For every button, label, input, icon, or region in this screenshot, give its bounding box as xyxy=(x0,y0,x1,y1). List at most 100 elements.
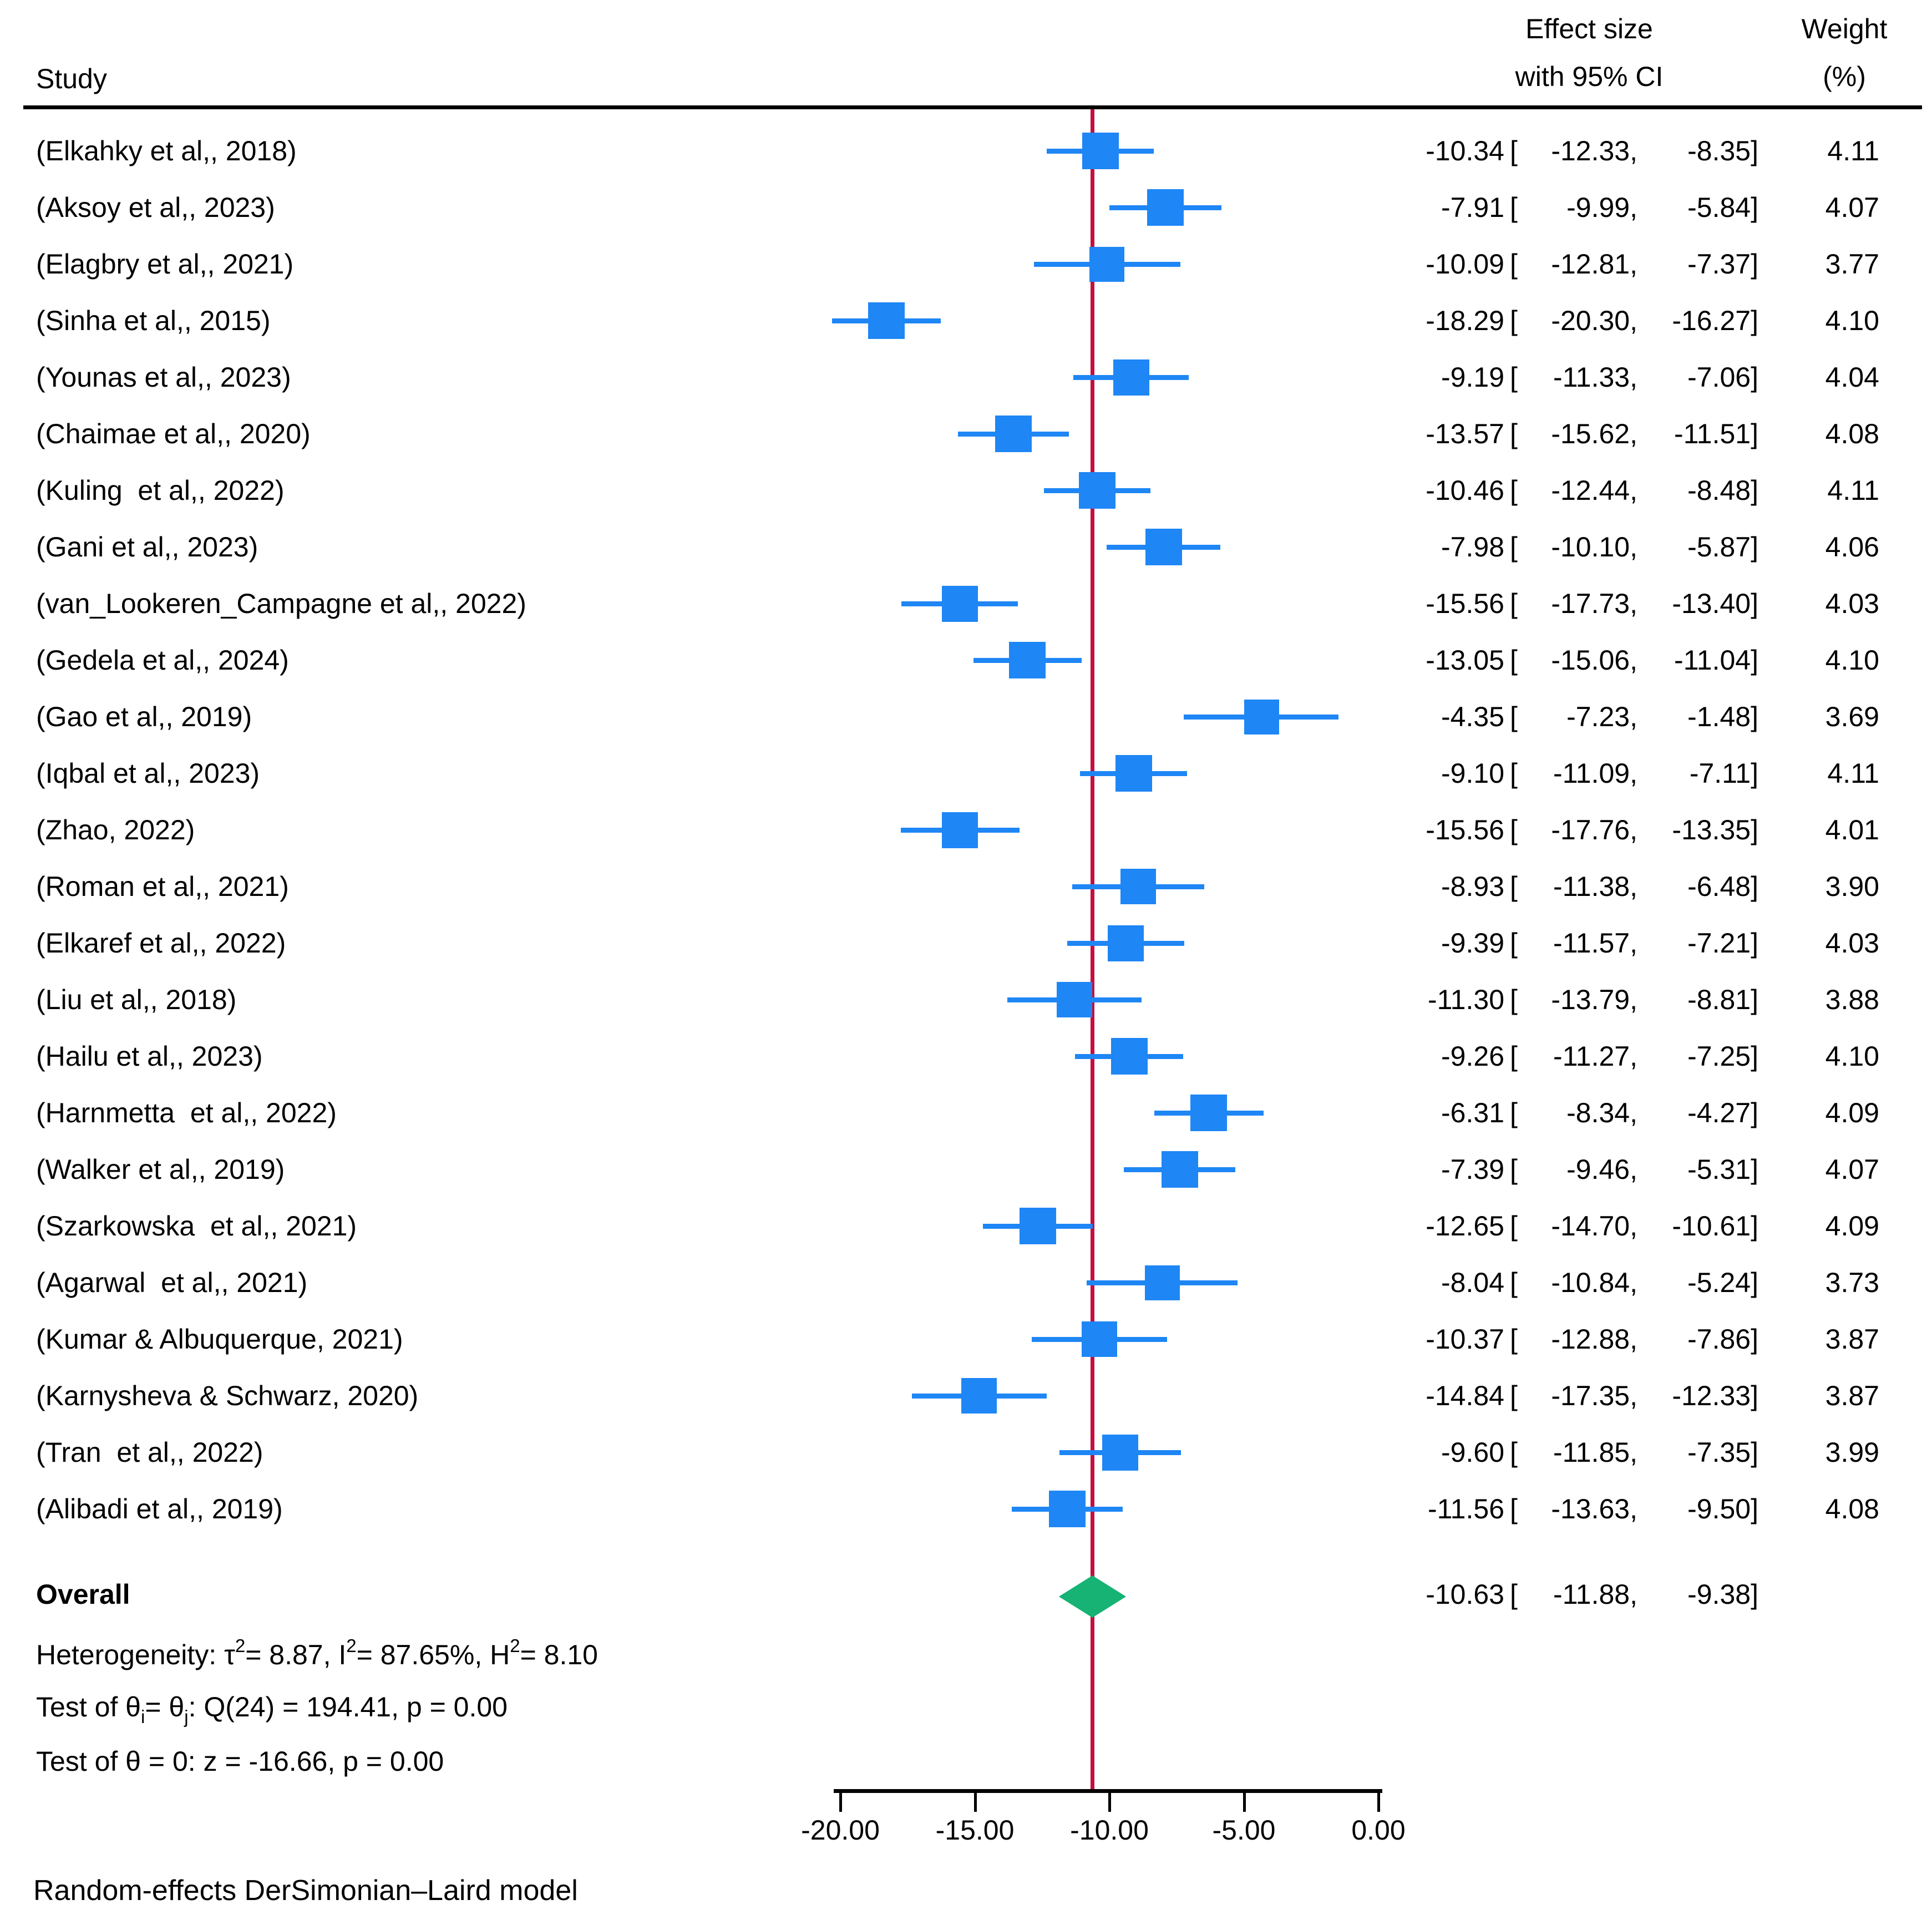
ci-lower: -12.81, xyxy=(1551,249,1637,280)
study-label: (Alibadi et al,, 2019) xyxy=(36,1493,283,1524)
heterogeneity-text: Heterogeneity: τ xyxy=(36,1639,235,1670)
x-tick xyxy=(1108,1793,1111,1812)
q-test-text: = θ xyxy=(145,1691,185,1723)
effect-square xyxy=(941,585,978,622)
effect-estimate: -10.37 xyxy=(1426,1324,1504,1355)
effect-square xyxy=(1144,1265,1180,1300)
effect-square xyxy=(1020,1208,1057,1244)
effect-estimate: -10.34 xyxy=(1426,135,1504,166)
ci-open-bracket: [ xyxy=(1510,418,1518,449)
ci-upper: -16.27] xyxy=(1672,305,1758,336)
effect-estimate: -10.46 xyxy=(1426,475,1504,506)
study-label: (Kuling et al,, 2022) xyxy=(36,475,285,506)
ci-open-bracket: [ xyxy=(1510,588,1518,619)
weight-value: 3.77 xyxy=(1825,249,1879,280)
effect-square xyxy=(995,416,1032,452)
ci-upper: -7.37] xyxy=(1687,249,1758,280)
effect-square xyxy=(1089,246,1125,282)
ci-open-bracket: [ xyxy=(1510,1154,1518,1185)
ci-upper: -7.06] xyxy=(1687,362,1758,393)
study-label: (Roman et al,, 2021) xyxy=(36,871,289,902)
effect-estimate: -11.56 xyxy=(1427,1493,1504,1524)
ci-upper: -5.24] xyxy=(1687,1267,1758,1298)
x-tick-label: -5.00 xyxy=(1212,1815,1276,1846)
effect-estimate: -15.56 xyxy=(1426,588,1504,619)
effect-estimate: -8.93 xyxy=(1441,871,1504,902)
study-label: (Younas et al,, 2023) xyxy=(36,362,291,393)
study-label: (Gani et al,, 2023) xyxy=(36,531,258,563)
study-label: (Aksoy et al,, 2023) xyxy=(36,192,275,223)
study-label: (Gao et al,, 2019) xyxy=(36,701,252,732)
ci-open-bracket: [ xyxy=(1510,701,1518,732)
weight-value: 4.09 xyxy=(1825,1210,1879,1242)
weight-value: 4.03 xyxy=(1825,588,1879,619)
effect-estimate: -14.84 xyxy=(1426,1380,1504,1411)
study-label: (Sinha et al,, 2015) xyxy=(36,305,271,336)
weight-value: 3.88 xyxy=(1825,984,1879,1015)
ci-upper: -13.35] xyxy=(1672,814,1758,845)
ci-lower: -15.06, xyxy=(1551,645,1637,676)
ci-upper: -11.04] xyxy=(1674,645,1758,676)
x-tick-label: 0.00 xyxy=(1351,1815,1406,1846)
effect-square xyxy=(1120,869,1156,904)
ci-open-bracket: [ xyxy=(1510,814,1518,845)
q-test-text: : Q(24) = 194.41, p = 0.00 xyxy=(188,1691,508,1723)
weight-value: 4.10 xyxy=(1825,305,1879,336)
header-separator-line xyxy=(23,105,1922,109)
ci-open-bracket: [ xyxy=(1510,645,1518,676)
ci-open-bracket: [ xyxy=(1510,531,1518,563)
effect-estimate: -15.56 xyxy=(1426,814,1504,845)
study-label: (Gedela et al,, 2024) xyxy=(36,645,289,676)
ci-lower: -20.30, xyxy=(1551,305,1637,336)
ci-lower: -13.63, xyxy=(1551,1493,1637,1524)
q-test-stats: Test of θi= θj: Q(24) = 194.41, p = 0.00 xyxy=(36,1690,508,1734)
ci-upper: -6.48] xyxy=(1687,871,1758,902)
x-tick xyxy=(1377,1793,1380,1812)
weight-value: 4.07 xyxy=(1825,1154,1879,1185)
effect-square xyxy=(1113,359,1149,396)
ci-lower: -11.33, xyxy=(1553,362,1637,393)
ci-upper: -5.31] xyxy=(1687,1154,1758,1185)
effect-square xyxy=(1110,1038,1148,1075)
ci-lower: -12.33, xyxy=(1551,135,1637,166)
ci-lower: -9.99, xyxy=(1566,192,1637,223)
study-column-header: Study xyxy=(36,63,107,94)
weight-value: 4.01 xyxy=(1825,814,1879,845)
ci-lower: -17.35, xyxy=(1551,1380,1637,1411)
heterogeneity-text: = 8.10 xyxy=(520,1639,598,1670)
x-axis xyxy=(834,1789,1382,1793)
study-label: (Hailu et al,, 2023) xyxy=(36,1041,263,1072)
ci-open-bracket: [ xyxy=(1510,249,1518,280)
ci-upper: -10.61] xyxy=(1672,1210,1758,1242)
x-tick-label: -20.00 xyxy=(801,1815,880,1846)
effect-square xyxy=(1009,642,1046,678)
effect-square xyxy=(1108,925,1144,961)
effect-square xyxy=(868,302,905,339)
weight-value: 3.90 xyxy=(1825,871,1879,902)
study-label: (van_Lookeren_Campagne et al,, 2022) xyxy=(36,588,526,619)
ci-upper: -7.35] xyxy=(1687,1437,1758,1468)
ci-open-bracket: [ xyxy=(1510,1493,1518,1524)
effect-estimate: -10.09 xyxy=(1426,249,1504,280)
ci-open-bracket: [ xyxy=(1510,135,1518,166)
effect-square xyxy=(1102,1434,1138,1471)
ci-lower: -13.79, xyxy=(1551,984,1637,1015)
ci-lower: -10.10, xyxy=(1551,531,1637,563)
study-label: (Zhao, 2022) xyxy=(36,814,195,845)
ci-upper: -8.81] xyxy=(1687,984,1758,1015)
weight-value: 4.10 xyxy=(1825,645,1879,676)
weight-value: 4.06 xyxy=(1825,531,1879,563)
effect-square xyxy=(1190,1095,1227,1131)
weight-value: 4.04 xyxy=(1825,362,1879,393)
weight-value: 4.11 xyxy=(1827,758,1879,789)
weight-column-header-line1: Weight xyxy=(1801,13,1888,44)
ci-open-bracket: [ xyxy=(1510,475,1518,506)
study-label: (Kumar & Albuquerque, 2021) xyxy=(36,1324,403,1355)
study-label: (Harnmetta et al,, 2022) xyxy=(36,1097,337,1128)
q-test-sub: j xyxy=(184,1706,189,1727)
ci-upper: -9.38] xyxy=(1687,1579,1758,1610)
weight-value: 3.99 xyxy=(1825,1437,1879,1468)
ci-open-bracket: [ xyxy=(1510,192,1518,223)
effect-square xyxy=(1078,472,1115,509)
